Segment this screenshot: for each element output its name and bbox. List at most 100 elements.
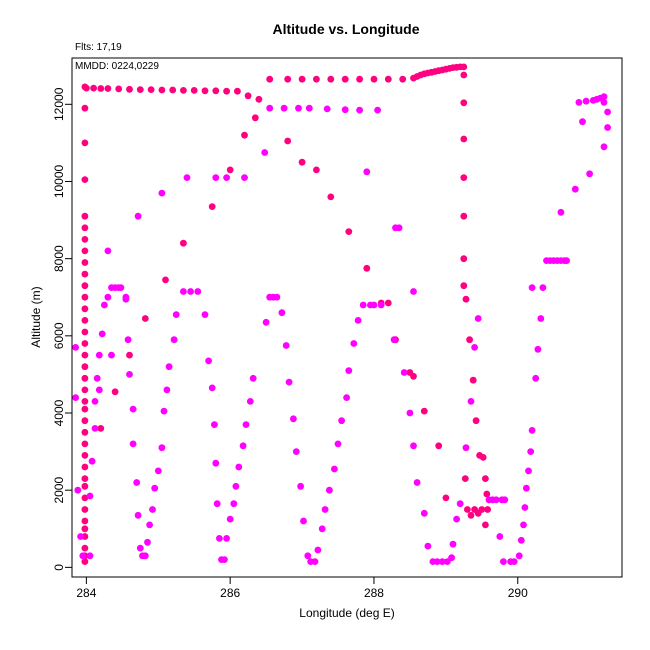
- data-point-flight-19: [221, 556, 228, 563]
- data-point-flight-17: [469, 376, 477, 384]
- y-tick-label: 10000: [52, 164, 66, 198]
- data-point-flight-17: [482, 521, 489, 529]
- x-tick-label: 284: [76, 586, 96, 600]
- data-point-flight-17: [126, 351, 133, 359]
- data-point-flight-19: [101, 301, 108, 309]
- data-point-flight-19: [194, 288, 202, 295]
- data-point-flight-19: [297, 482, 304, 490]
- data-point-flight-19: [377, 301, 385, 309]
- data-point-flight-17: [147, 86, 155, 93]
- data-point-flight-17: [81, 506, 89, 513]
- y-axis-label: Altitude (m): [29, 286, 43, 347]
- data-point-flight-17: [162, 276, 169, 284]
- data-point-flight-19: [95, 351, 103, 359]
- data-point-flight-17: [81, 247, 89, 255]
- data-point-flight-19: [501, 496, 509, 504]
- data-point-flight-17: [126, 85, 133, 93]
- data-point-flight-19: [239, 442, 247, 450]
- data-point-flight-19: [582, 97, 590, 105]
- data-point-flight-19: [72, 344, 79, 351]
- data-point-flight-17: [81, 340, 89, 347]
- data-point-flight-19: [443, 558, 451, 565]
- data-point-flight-19: [126, 371, 133, 378]
- data-point-flight-17: [345, 228, 353, 236]
- data-point-flight-19: [343, 394, 350, 401]
- data-point-flight-17: [81, 440, 89, 448]
- data-point-flight-17: [180, 87, 187, 94]
- y-tick-label: 12000: [52, 87, 66, 121]
- data-point-flight-17: [483, 490, 491, 498]
- data-point-flight-17: [244, 92, 252, 100]
- data-point-flight-19: [170, 336, 178, 344]
- y-tick-label: 4000: [52, 399, 66, 426]
- y-tick-label: 0: [52, 564, 66, 571]
- data-point-flight-19: [528, 284, 536, 291]
- data-point-flight-19: [539, 284, 547, 291]
- data-point-flight-19: [321, 506, 329, 513]
- data-point-flight-19: [223, 174, 231, 182]
- data-point-flight-19: [212, 174, 220, 182]
- data-point-flight-19: [230, 500, 238, 508]
- data-point-flight-17: [464, 506, 471, 513]
- data-point-flight-19: [363, 168, 371, 176]
- data-point-flight-17: [460, 99, 468, 107]
- data-point-flight-17: [81, 398, 89, 405]
- data-point-flight-19: [517, 536, 525, 544]
- data-point-flight-19: [163, 386, 171, 394]
- data-point-flight-19: [134, 212, 142, 220]
- data-point-flight-17: [141, 315, 149, 322]
- data-point-flight-19: [420, 509, 428, 517]
- data-point-flight-19: [492, 496, 500, 504]
- data-point-flight-17: [466, 336, 473, 344]
- data-point-flight-19: [341, 106, 349, 114]
- data-point-flight-17: [81, 482, 89, 490]
- data-point-flight-19: [165, 363, 173, 371]
- data-point-flight-19: [350, 340, 358, 347]
- x-axis: 284 286 288 290: [76, 576, 528, 600]
- data-point-flight-19: [183, 174, 191, 182]
- data-point-flight-17: [461, 475, 469, 482]
- data-point-flight-19: [211, 421, 218, 428]
- data-point-flight-19: [314, 546, 322, 554]
- data-point-flight-19: [295, 104, 302, 112]
- data-point-flight-17: [384, 299, 392, 307]
- data-point-flight-19: [129, 405, 137, 413]
- data-point-flight-19: [232, 482, 240, 490]
- data-point-flight-19: [433, 558, 441, 565]
- data-points: [72, 63, 611, 565]
- data-point-flight-19: [216, 535, 223, 542]
- data-point-flight-19: [187, 288, 195, 295]
- data-point-flight-19: [537, 315, 545, 322]
- data-point-flight-17: [370, 75, 378, 83]
- data-point-flight-17: [234, 87, 241, 95]
- data-point-flight-17: [115, 85, 123, 93]
- data-point-flight-19: [93, 374, 101, 382]
- x-axis-label: Longitude (deg E): [299, 606, 394, 620]
- data-point-flight-19: [136, 544, 144, 552]
- data-point-flight-19: [600, 93, 608, 100]
- data-point-flight-17: [81, 544, 89, 552]
- data-point-flight-17: [83, 84, 90, 92]
- data-point-flight-19: [400, 369, 408, 376]
- data-point-flight-17: [208, 203, 216, 211]
- data-point-flight-19: [158, 189, 166, 197]
- data-point-flight-17: [356, 75, 363, 83]
- data-point-flight-19: [338, 417, 345, 425]
- data-point-flight-19: [241, 174, 248, 182]
- data-point-flight-19: [527, 448, 535, 455]
- data-point-flight-19: [79, 552, 87, 560]
- data-point-flight-19: [496, 533, 504, 540]
- data-point-flight-19: [467, 398, 475, 405]
- data-point-flight-17: [226, 166, 234, 174]
- data-point-flight-17: [190, 87, 198, 94]
- data-point-flight-17: [284, 75, 292, 83]
- data-point-flight-17: [81, 463, 89, 471]
- data-point-flight-19: [278, 309, 286, 317]
- data-point-flight-17: [81, 104, 89, 112]
- data-point-flight-19: [117, 284, 125, 291]
- data-point-flight-19: [521, 504, 529, 511]
- data-point-flight-17: [472, 417, 480, 425]
- data-point-flight-17: [81, 517, 89, 525]
- data-point-flight-19: [154, 467, 162, 475]
